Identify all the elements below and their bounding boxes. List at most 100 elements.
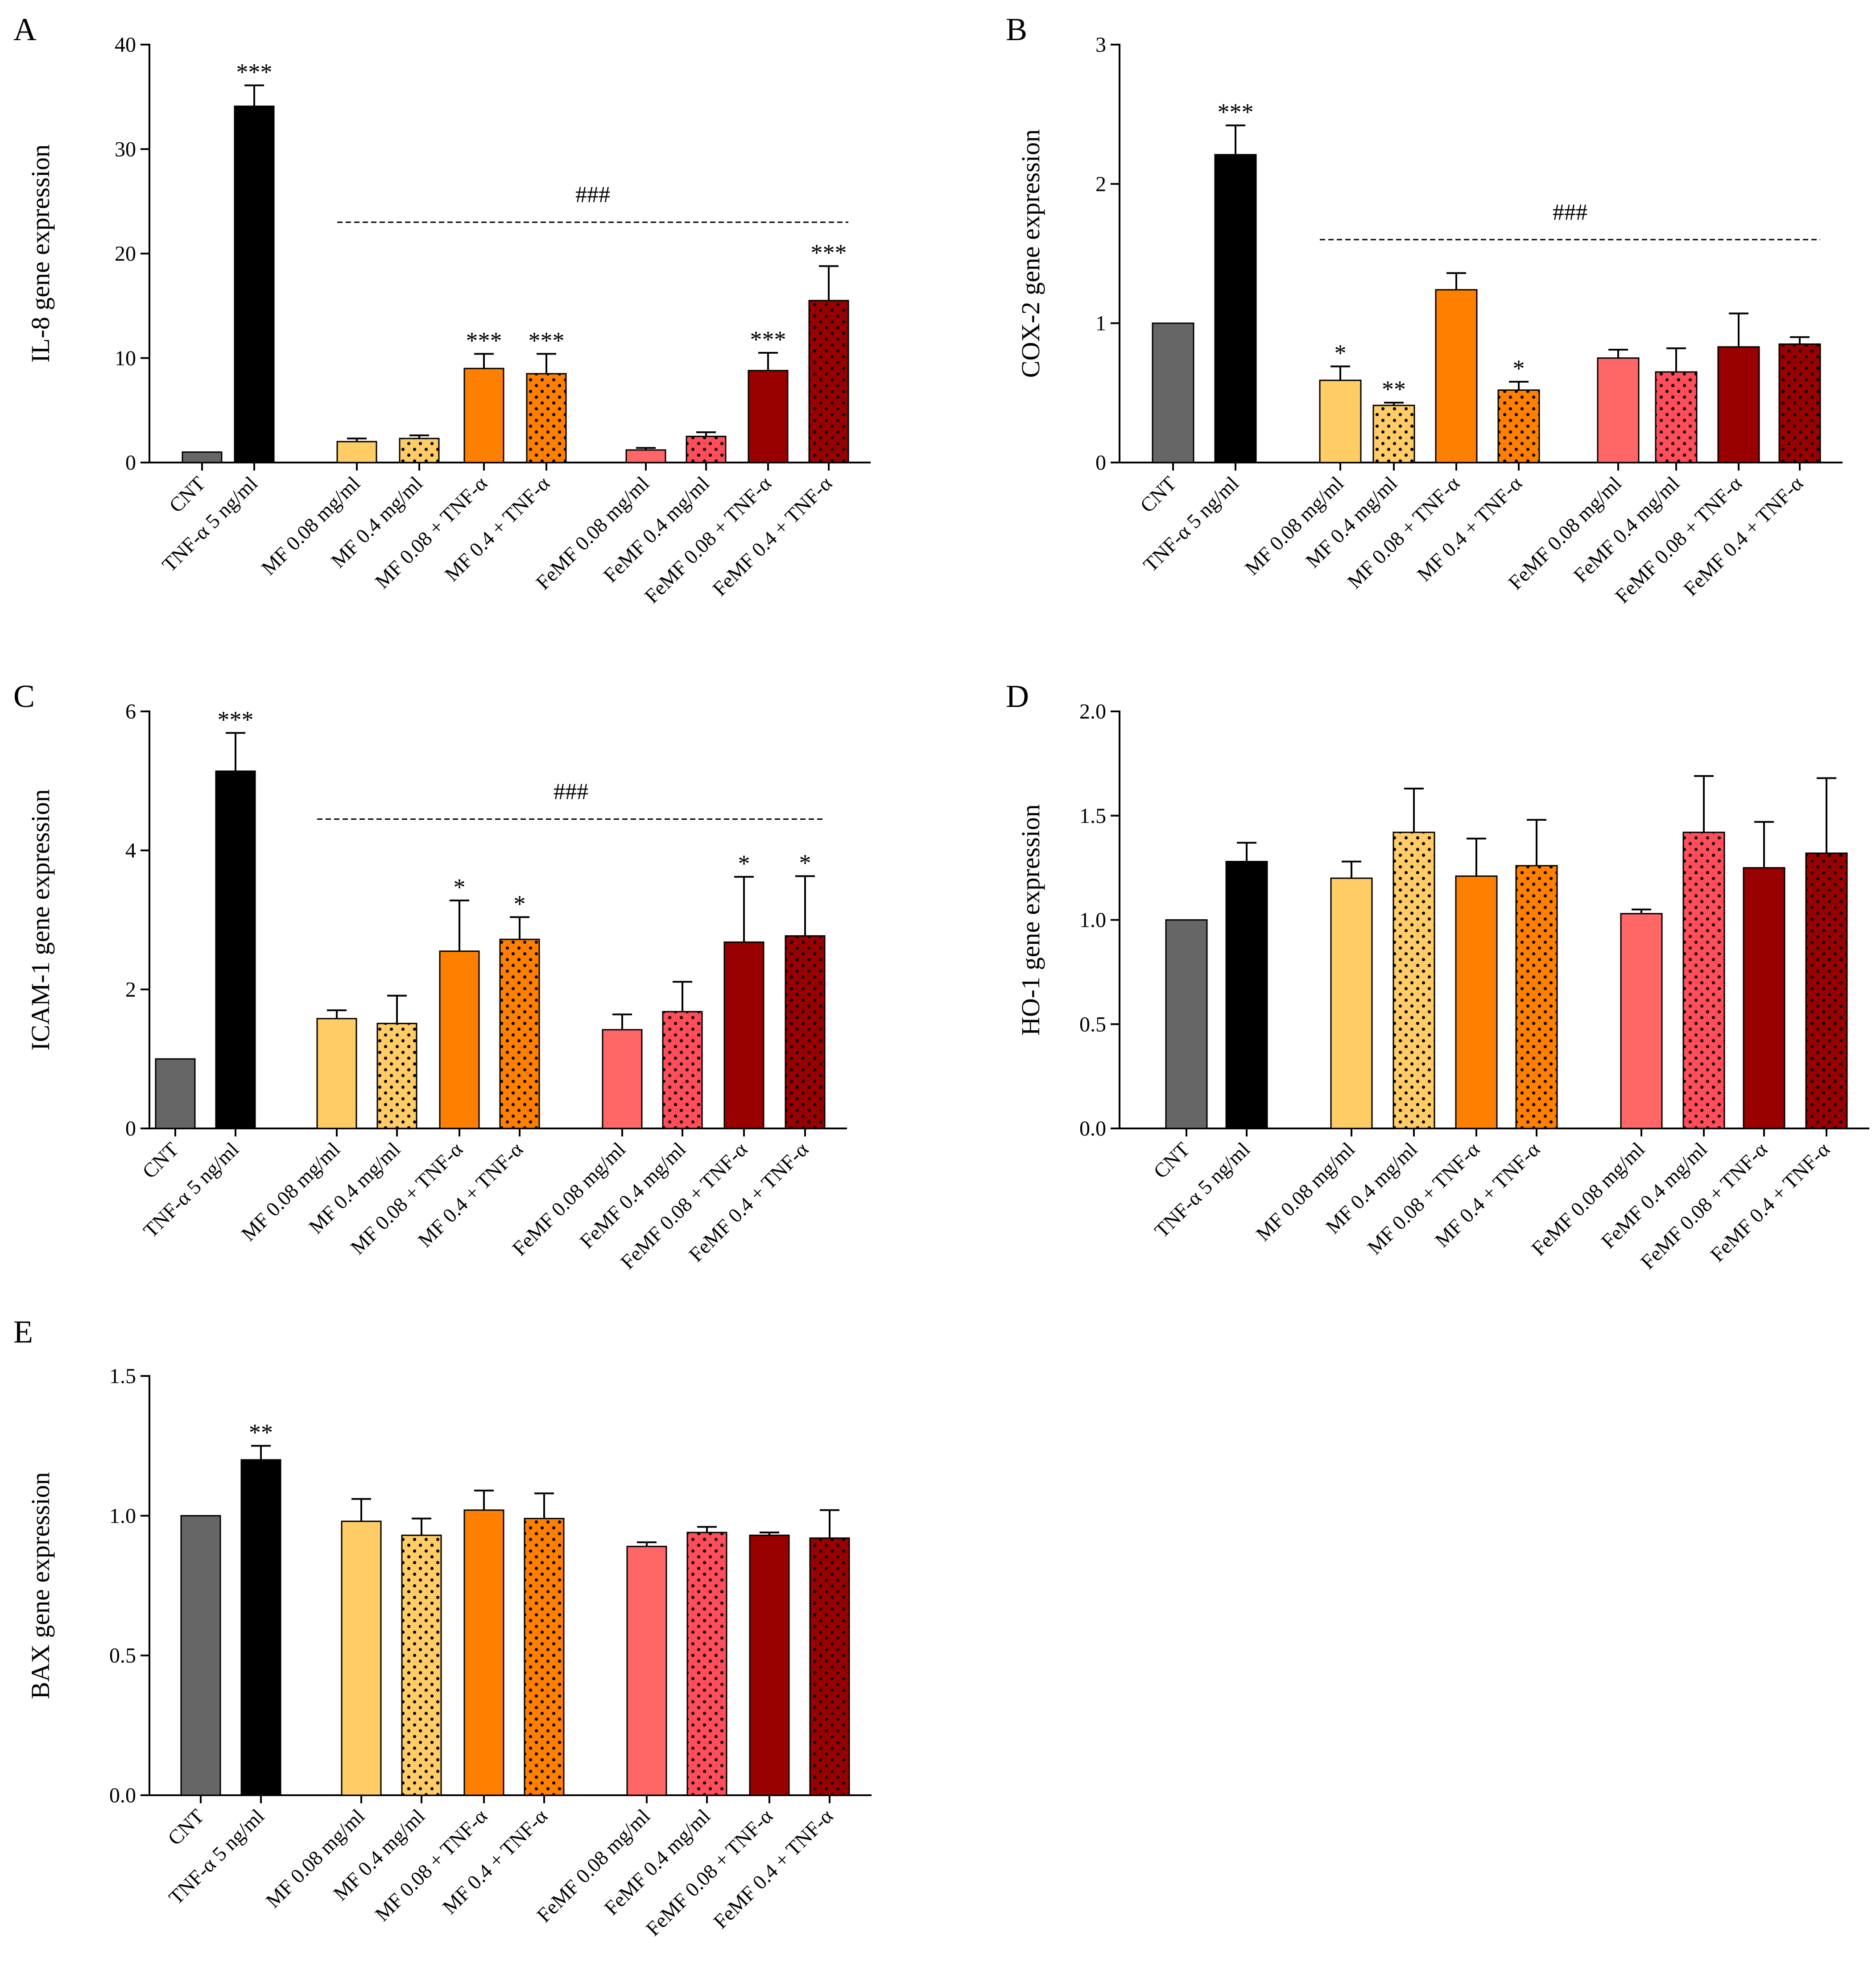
panel-letter: E <box>13 1314 33 1350</box>
x-category-label: CNT <box>163 1805 208 1850</box>
bar <box>748 370 789 463</box>
panel-letter: A <box>13 12 37 47</box>
bar <box>1152 322 1194 463</box>
bar <box>1620 913 1663 1129</box>
x-category-label: FeMF 0.4 mg/ml <box>1597 1138 1711 1252</box>
bar <box>1435 289 1478 463</box>
bar <box>499 938 540 1129</box>
bar <box>1682 831 1725 1129</box>
y-tick-label: 1.0 <box>109 1504 136 1528</box>
x-category-label: MF 0.08 + TNF-α <box>371 1805 492 1925</box>
x-category-label: FeMF 0.4 mg/ml <box>575 1138 690 1252</box>
y-tick-label: 0.5 <box>1079 1012 1106 1036</box>
x-category-label: MF 0.4 + TNF-α <box>1430 1138 1544 1252</box>
bar <box>399 438 440 463</box>
bar <box>662 1011 703 1129</box>
significance-marker: * <box>1335 339 1347 366</box>
y-tick-label: 0.0 <box>1079 1117 1106 1140</box>
y-tick-label: 0 <box>1095 451 1106 475</box>
bar <box>723 941 764 1129</box>
bar <box>785 935 826 1129</box>
x-category-label: FeMF 0.4 + TNF-α <box>1679 472 1807 600</box>
x-category-label: MF 0.4 + TNF-α <box>413 1138 527 1252</box>
bar <box>182 451 223 463</box>
x-category-label: FeMF 0.4 + TNF-α <box>684 1138 813 1266</box>
bar <box>1597 357 1640 463</box>
x-category-label: MF 0.4 + TNF-α <box>440 472 554 586</box>
chart-panel-a: A IL-8 gene expression 0 10 20 30 40 CNT *** TNF-… <box>13 12 871 607</box>
bar <box>240 1459 281 1796</box>
bar <box>1743 867 1785 1129</box>
comparison-label: ### <box>575 182 610 207</box>
x-category-label: FeMF 0.4 mg/ml <box>600 1805 715 1919</box>
x-category-label: FeMF 0.08 mg/ml <box>1527 1138 1649 1260</box>
bar <box>626 1545 667 1796</box>
bar <box>1319 380 1362 463</box>
bar <box>1393 831 1435 1129</box>
bar <box>180 1515 221 1796</box>
significance-marker: *** <box>529 327 565 354</box>
bar <box>1372 405 1415 463</box>
panel-letter: B <box>1006 12 1027 47</box>
significance-marker: * <box>799 849 811 876</box>
significance-marker: *** <box>466 327 502 354</box>
bar <box>1225 861 1268 1129</box>
bar <box>526 373 567 463</box>
x-category-label: MF 0.4 + TNF-α <box>438 1805 552 1918</box>
bar <box>155 1058 196 1129</box>
bar <box>1515 865 1558 1129</box>
x-category-label: CNT <box>1149 1138 1194 1183</box>
y-tick-label: 0 <box>125 451 136 475</box>
chart-panel-d: DHO-1 gene expression0.00.51.01.52.0CNTT… <box>1006 678 1869 1273</box>
bar <box>1165 919 1208 1129</box>
bar <box>336 441 377 463</box>
y-tick-label: 2.0 <box>1079 700 1106 723</box>
panel-letter: C <box>13 678 35 714</box>
bar <box>809 1537 850 1796</box>
significance-marker: *** <box>750 326 786 353</box>
bar <box>686 435 727 463</box>
panel-letter: D <box>1006 678 1029 714</box>
y-tick-label: 20 <box>115 242 136 266</box>
bar <box>376 1023 417 1129</box>
x-category-label: TNF-α 5 ng/ml <box>157 472 262 576</box>
x-category-label: MF 0.4 + TNF-α <box>1413 472 1526 586</box>
bar <box>524 1518 565 1796</box>
y-axis-label: ICAM-1 gene expression <box>26 789 55 1050</box>
bar <box>749 1534 790 1796</box>
x-category-label: FeMF 0.08 mg/ml <box>508 1138 630 1260</box>
y-tick-label: 4 <box>125 839 136 863</box>
y-tick-label: 1 <box>1095 312 1106 335</box>
x-category-label: FeMF 0.4 mg/ml <box>1569 472 1684 587</box>
y-axis-label: BAX gene expression <box>26 1472 55 1699</box>
y-axis-label: HO-1 gene expression <box>1016 804 1045 1036</box>
x-category-label: MF 0.08 + TNF-α <box>1343 472 1464 593</box>
bar <box>1214 154 1257 463</box>
significance-marker: ** <box>1382 376 1406 403</box>
x-category-label: CNT <box>1136 472 1181 517</box>
significance-marker: * <box>738 850 750 877</box>
significance-marker: ** <box>249 1419 273 1446</box>
x-category-label: CNT <box>138 1138 183 1183</box>
bar <box>1778 343 1821 463</box>
y-tick-label: 0 <box>125 1117 136 1140</box>
y-tick-label: 2 <box>1095 172 1106 196</box>
bar <box>1330 877 1373 1129</box>
significance-marker: * <box>454 874 466 901</box>
bar <box>401 1534 442 1796</box>
x-category-label: FeMF 0.4 mg/ml <box>599 472 714 587</box>
bar <box>602 1029 643 1129</box>
x-category-label: FeMF 0.08 mg/ml <box>532 1805 654 1927</box>
bar <box>463 368 504 463</box>
y-tick-label: 2 <box>125 978 136 1001</box>
y-axis-label: COX-2 gene expression <box>1016 129 1045 378</box>
bar <box>341 1520 382 1796</box>
bar <box>625 449 666 463</box>
y-tick-label: 1.5 <box>1079 804 1106 828</box>
significance-marker: * <box>1513 355 1525 382</box>
x-category-label: MF 0.08 + TNF-α <box>346 1138 467 1259</box>
y-tick-label: 30 <box>115 137 136 161</box>
